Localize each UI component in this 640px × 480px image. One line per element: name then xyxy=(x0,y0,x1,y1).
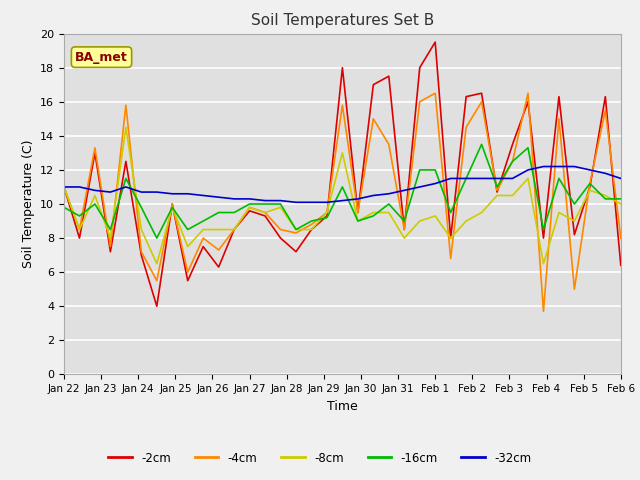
Legend: -2cm, -4cm, -8cm, -16cm, -32cm: -2cm, -4cm, -8cm, -16cm, -32cm xyxy=(104,447,536,469)
Title: Soil Temperatures Set B: Soil Temperatures Set B xyxy=(251,13,434,28)
X-axis label: Time: Time xyxy=(327,400,358,413)
Y-axis label: Soil Temperature (C): Soil Temperature (C) xyxy=(22,140,35,268)
Text: BA_met: BA_met xyxy=(75,51,128,64)
